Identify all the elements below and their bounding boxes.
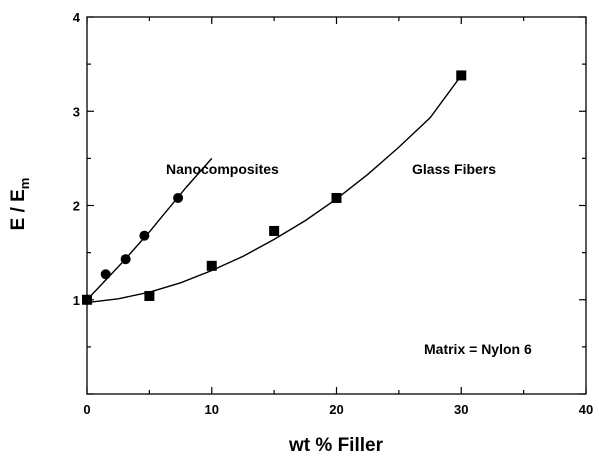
y-axis-tick-labels: 1 2 3 4 <box>73 10 81 308</box>
glass-fibers-fit-line <box>86 74 462 304</box>
x-tick-label: 0 <box>83 402 90 417</box>
plot-frame <box>86 16 587 395</box>
y-tick-label: 1 <box>73 293 80 308</box>
fit-curves <box>86 74 462 304</box>
glass-fibers-point <box>144 290 155 301</box>
glass-fibers-point <box>331 192 342 203</box>
nanocomposites-point <box>139 230 150 241</box>
x-axis-tick-labels: 0 10 20 30 40 <box>83 402 593 417</box>
y-axis-title-main: E / E <box>8 189 29 230</box>
x-axis-title: wt % Filler <box>288 435 384 456</box>
nanocomposites-point <box>173 192 184 203</box>
glass-fibers-point <box>206 260 217 271</box>
x-axis-ticks <box>86 17 587 394</box>
nanocomposites-point <box>120 254 131 265</box>
glass-fibers-point <box>269 225 280 236</box>
y-axis-title: E / Em <box>8 178 32 231</box>
x-tick-label: 40 <box>579 402 593 417</box>
y-tick-label: 3 <box>73 104 80 119</box>
annotation-nanocomposites: Nanocomposites <box>166 161 279 177</box>
y-axis-ticks <box>87 16 586 395</box>
annotation-matrix: Matrix = Nylon 6 <box>424 341 532 357</box>
glass-fibers-point <box>456 70 467 81</box>
y-axis-title-subscript: m <box>17 178 32 190</box>
y-tick-label: 2 <box>73 199 80 214</box>
y-tick-label: 4 <box>73 10 81 25</box>
annotation-glass-fibers: Glass Fibers <box>412 161 496 177</box>
data-markers <box>82 70 467 305</box>
glass-fibers-point <box>82 294 92 305</box>
x-tick-label: 20 <box>329 402 343 417</box>
x-tick-label: 30 <box>454 402 468 417</box>
nanocomposites-point <box>100 269 111 280</box>
x-tick-label: 10 <box>205 402 219 417</box>
